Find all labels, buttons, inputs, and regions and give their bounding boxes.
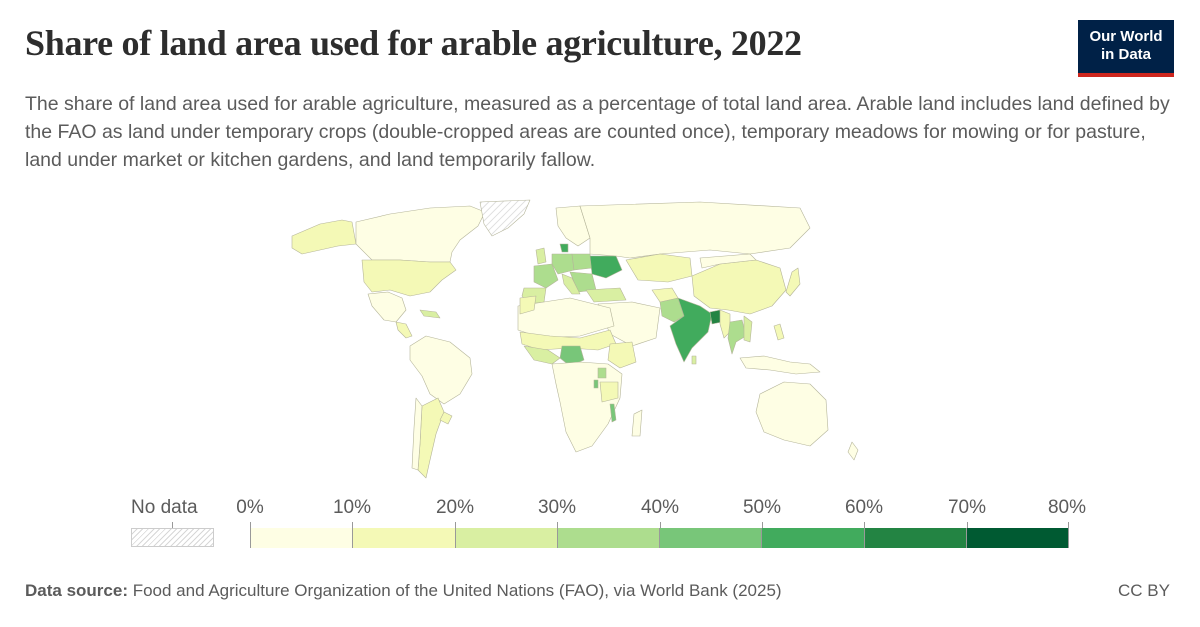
logo-line-1: Our World <box>1089 28 1163 45</box>
legend-bin-20-30[interactable] <box>455 528 558 548</box>
region-mongolia <box>699 253 757 269</box>
region-vietnam <box>743 315 753 343</box>
data-source-text: Food and Agriculture Organization of the… <box>127 581 782 600</box>
legend-tick-mark <box>762 522 763 528</box>
region-cuba <box>419 309 441 319</box>
region-north-africa <box>517 297 615 339</box>
logo-line-2: in Data <box>1100 46 1151 63</box>
region-denmark <box>559 243 569 253</box>
chart-subtitle: The share of land area used for arable a… <box>25 93 1170 171</box>
region-thailand <box>727 319 747 355</box>
region-madagascar <box>631 409 643 437</box>
license-link[interactable]: CC BY <box>1118 581 1170 600</box>
legend-bin-0-10[interactable] <box>250 528 354 548</box>
legend-no-data-swatch[interactable] <box>131 528 214 547</box>
legend-bin-70-80[interactable] <box>966 528 1069 548</box>
region-morocco <box>519 295 537 315</box>
legend-bin-50-60[interactable] <box>762 528 865 548</box>
region-canada <box>355 205 486 263</box>
legend-tick-mark <box>557 522 558 528</box>
region-new-zealand <box>847 441 859 461</box>
region-france <box>533 263 559 289</box>
region-india <box>669 297 713 363</box>
legend-bin-10-20[interactable] <box>353 528 456 548</box>
legend-tick-label: 50% <box>742 497 782 518</box>
region-australia <box>755 381 829 447</box>
region-west-africa-coast <box>523 345 561 365</box>
region-uk <box>535 247 547 265</box>
region-russia <box>579 201 811 259</box>
legend-tick-mark <box>660 522 661 528</box>
region-kazakhstan <box>625 253 693 283</box>
legend-no-data-label: No data <box>131 497 198 518</box>
region-poland <box>571 253 593 271</box>
legend-no-data-tick <box>172 522 173 528</box>
region-ethiopia <box>607 341 637 369</box>
legend-bin-60-70[interactable] <box>864 528 967 548</box>
legend-tick-label: 30% <box>537 497 577 518</box>
region-chile <box>411 397 423 471</box>
region-china <box>691 259 787 315</box>
legend-tick-label: 40% <box>640 497 680 518</box>
region-greenland <box>479 199 531 237</box>
region-alaska <box>291 219 357 255</box>
world-map <box>291 199 859 479</box>
region-uruguay <box>439 411 453 425</box>
legend-tick-label: 10% <box>332 497 372 518</box>
region-tanzania <box>599 381 619 403</box>
region-uganda <box>597 367 607 379</box>
logo-accent-bar <box>1078 73 1174 77</box>
data-source-label: Data source: <box>25 581 128 600</box>
legend-bin-30-40[interactable] <box>557 528 660 548</box>
region-italy <box>561 273 581 295</box>
chart-title: Share of land area used for arable agric… <box>25 23 802 63</box>
legend-color-scale <box>250 528 1069 548</box>
legend-tick-label: 0% <box>236 497 264 518</box>
legend-tick-mark <box>864 522 865 528</box>
legend-tick-label: 60% <box>844 497 884 518</box>
legend-tick-label: 80% <box>1047 497 1087 518</box>
region-rwanda <box>593 379 599 389</box>
legend-tick-mark <box>250 522 251 528</box>
region-indonesia <box>739 355 821 375</box>
region-germany <box>551 253 575 275</box>
legend-tick-label: 70% <box>947 497 987 518</box>
legend-tick-mark <box>967 522 968 528</box>
region-philippines <box>773 323 785 341</box>
legend-tick-mark <box>455 522 456 528</box>
region-malawi <box>609 403 617 423</box>
legend-tick-label: 20% <box>435 497 475 518</box>
region-sri-lanka <box>691 355 697 365</box>
legend-tick-mark <box>1068 522 1069 528</box>
region-turkey <box>585 287 627 303</box>
region-japan <box>785 267 801 297</box>
region-south-america-north <box>409 335 473 405</box>
region-central-america <box>395 321 413 339</box>
legend-tick-mark <box>352 522 353 528</box>
region-ukraine <box>589 255 623 279</box>
region-myanmar <box>719 309 731 339</box>
region-mexico <box>367 291 407 323</box>
legend-bin-40-50[interactable] <box>660 528 763 548</box>
owid-logo[interactable]: Our World in Data <box>1078 20 1174 77</box>
data-source: Data source: Food and Agriculture Organi… <box>25 581 782 601</box>
region-usa <box>361 259 457 297</box>
